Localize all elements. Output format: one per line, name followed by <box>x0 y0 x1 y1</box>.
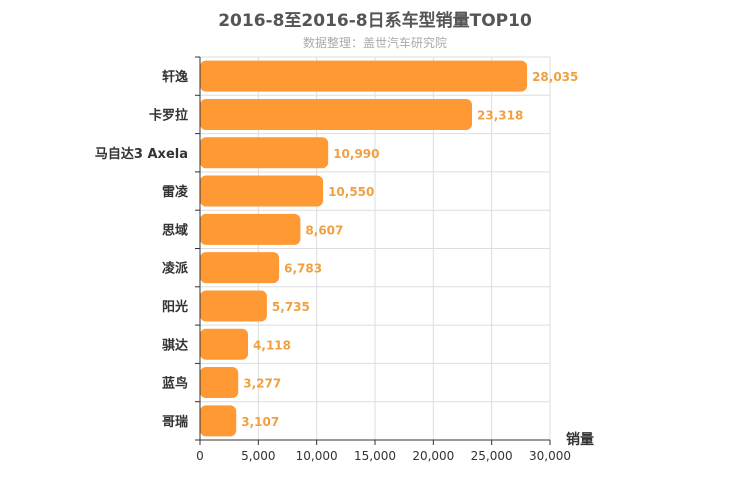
x-axis-title: 销量 <box>566 431 594 448</box>
category-label: 卡罗拉 <box>149 107 188 123</box>
category-label: 蓝鸟 <box>162 376 188 392</box>
value-label: 6,783 <box>284 262 322 276</box>
bar-2[interactable] <box>200 137 329 169</box>
x-tick-label: 15,000 <box>354 449 396 463</box>
bars <box>200 60 528 437</box>
bar-0[interactable] <box>200 60 528 92</box>
category-label: 马自达3 Axela <box>95 146 188 162</box>
value-label: 3,277 <box>243 377 281 391</box>
bar-9[interactable] <box>200 405 237 437</box>
bar-3[interactable] <box>200 175 324 207</box>
bar-8[interactable] <box>200 367 239 399</box>
bar-4[interactable] <box>200 213 301 245</box>
category-label: 雷凌 <box>162 184 189 200</box>
category-label: 阳光 <box>162 299 188 315</box>
chart-subtitle: 数据整理：盖世汽车研究院 <box>302 36 447 50</box>
x-tick-label: 10,000 <box>296 449 338 463</box>
x-tick-label: 20,000 <box>412 449 454 463</box>
bar-7[interactable] <box>200 328 249 360</box>
value-label: 28,035 <box>532 70 578 84</box>
x-tick-label: 5,000 <box>241 449 275 463</box>
x-tick-label: 0 <box>196 449 204 463</box>
value-label: 3,107 <box>241 415 279 429</box>
value-label: 8,607 <box>305 223 343 237</box>
category-label: 哥瑞 <box>162 414 188 430</box>
category-label: 思域 <box>162 222 188 238</box>
value-label: 23,318 <box>477 108 523 122</box>
x-tick-label: 30,000 <box>529 449 571 463</box>
value-label: 4,118 <box>253 338 291 352</box>
bar-1[interactable] <box>200 98 473 130</box>
value-label: 10,550 <box>328 185 374 199</box>
labels: 0 5,000 10,000 15,000 20,000 25,000 30,000 轩逸 28… <box>95 69 578 463</box>
value-label: 10,990 <box>333 147 379 161</box>
axes <box>195 56 551 445</box>
category-label: 轩逸 <box>162 69 188 85</box>
category-label: 骐达 <box>162 337 188 353</box>
bar-6[interactable] <box>200 290 267 322</box>
chart-title: 2016-8至2016-8日系车型销量TOP10 <box>218 11 532 31</box>
bar-5[interactable] <box>200 252 280 284</box>
x-tick-label: 25,000 <box>471 449 513 463</box>
value-label: 5,735 <box>272 300 310 314</box>
category-label: 凌派 <box>162 261 189 277</box>
